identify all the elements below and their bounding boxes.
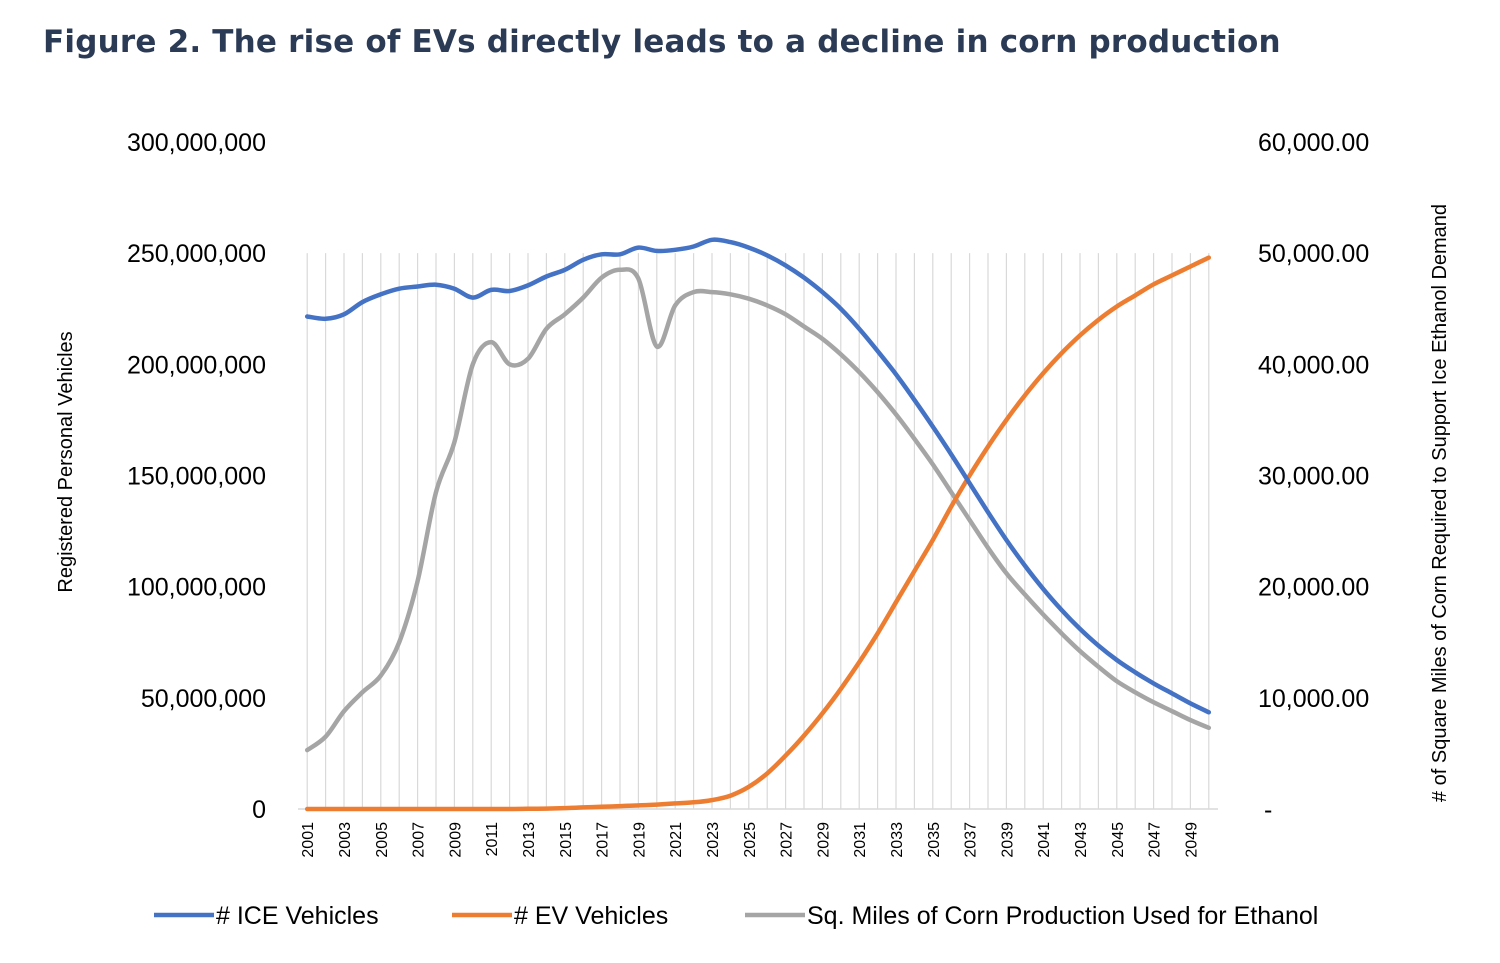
x-axis-tick-label: 2045 xyxy=(1110,822,1127,858)
right-axis-title: # of Square Miles of Corn Required to Su… xyxy=(1429,204,1451,802)
x-axis-tick-label: 2029 xyxy=(815,822,832,858)
x-axis-tick-label: 2001 xyxy=(300,822,317,858)
x-axis-tick-label: 2015 xyxy=(558,822,575,858)
x-axis-tick-label: 2049 xyxy=(1183,822,1200,858)
x-axis-tick-label: 2009 xyxy=(447,822,464,858)
legend-label: # ICE Vehicles xyxy=(216,902,379,930)
x-axis-tick-label: 2011 xyxy=(484,822,501,857)
left-axis-tick-label: 250,000,000 xyxy=(127,240,266,268)
right-axis-tick-label: 50,000.00 xyxy=(1258,240,1369,268)
series-line-ice-vehicles xyxy=(304,237,1212,715)
left-axis-tick-label: 50,000,000 xyxy=(141,685,266,713)
x-axis-tick-label: 2013 xyxy=(521,822,538,858)
legend: # ICE Vehicles # EV Vehicles Sq. Miles of … xyxy=(154,902,1318,930)
legend-label: # EV Vehicles xyxy=(514,902,668,930)
left-axis-title: Registered Personal Vehicles xyxy=(55,331,77,592)
x-axis-tick-label: 2031 xyxy=(852,822,869,858)
x-axis-tick-label: 2003 xyxy=(337,822,354,858)
gridlines xyxy=(306,253,1210,809)
x-axis-tick-label: 2041 xyxy=(1036,822,1053,858)
x-axis-tick-label: 2023 xyxy=(705,822,722,858)
x-axis-tick-label: 2037 xyxy=(963,822,980,858)
x-axis-tick-label: 2005 xyxy=(374,822,391,858)
left-axis-tick-label: 200,000,000 xyxy=(127,351,266,379)
x-axis-ticks: 2001 2003 2005 2007 2009 2011 2013 2015 2017 2019… xyxy=(300,822,1200,858)
right-axis-tick-label: 10,000.00 xyxy=(1258,685,1369,713)
legend-item-ice-vehicles: # ICE Vehicles xyxy=(154,902,379,930)
series-line-ev-vehicles xyxy=(304,255,1212,812)
left-axis-tick-label: 150,000,000 xyxy=(127,463,266,491)
x-axis-tick-label: 2027 xyxy=(779,822,796,858)
left-axis-tick-label: 0 xyxy=(252,796,266,824)
x-axis-tick-label: 2043 xyxy=(1073,822,1090,858)
chart-title: Figure 2. The rise of EVs directly leads… xyxy=(43,24,1281,60)
x-axis-tick-label: 2007 xyxy=(411,822,428,858)
right-axis-tick-label: 30,000.00 xyxy=(1258,463,1369,491)
x-axis-tick-label: 2025 xyxy=(742,822,759,858)
left-axis-ticks: 0 50,000,000 100,000,000 150,000,000 200,000… xyxy=(127,129,266,824)
right-axis-tick-label: 60,000.00 xyxy=(1258,129,1369,157)
x-axis-tick-label: 2033 xyxy=(889,822,906,858)
legend-label: Sq. Miles of Corn Production Used for Et… xyxy=(807,902,1318,930)
x-axis-tick-label: 2017 xyxy=(595,822,612,858)
right-axis-ticks: - 10,000.00 20,000.00 30,000.00 40,000.00 50,… xyxy=(1258,129,1369,824)
x-axis-tick-label: 2047 xyxy=(1147,822,1164,858)
right-axis-tick-label: - xyxy=(1264,796,1272,824)
left-axis-tick-label: 300,000,000 xyxy=(127,129,266,157)
x-axis-tick-label: 2021 xyxy=(668,822,685,858)
series-lines xyxy=(304,237,1212,812)
legend-item-ev-vehicles: # EV Vehicles xyxy=(452,902,668,930)
x-axis-tick-label: 2039 xyxy=(999,822,1016,858)
legend-item-corn-sq-miles: Sq. Miles of Corn Production Used for Et… xyxy=(745,902,1318,930)
series-line-corn-sq-miles xyxy=(304,267,1212,753)
x-axis-tick-label: 2019 xyxy=(631,822,648,858)
left-axis-tick-label: 100,000,000 xyxy=(127,574,266,602)
right-axis-tick-label: 20,000.00 xyxy=(1258,574,1369,602)
x-axis-tick-label: 2035 xyxy=(926,822,943,858)
right-axis-tick-label: 40,000.00 xyxy=(1258,351,1369,379)
